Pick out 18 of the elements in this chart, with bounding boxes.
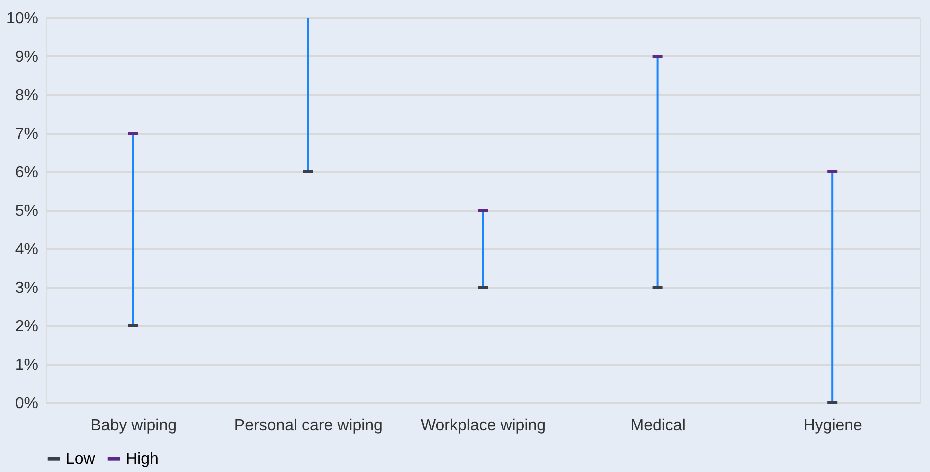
y-tick-label: 8%: [15, 88, 38, 104]
y-tick-label: 10%: [6, 10, 38, 28]
y-tick-label: 4%: [15, 242, 38, 258]
legend-label: High: [126, 451, 159, 468]
y-tick-label: 7%: [15, 126, 38, 143]
y-tick-label: 6%: [15, 164, 38, 182]
y-tick-label: 5%: [15, 203, 38, 220]
x-tick-label: Workplace wiping: [420, 418, 546, 434]
y-tick-label: 9%: [15, 49, 38, 66]
y-tick-label: 2%: [15, 318, 38, 336]
y-tick-label: 0%: [15, 396, 38, 412]
y-tick-label: 1%: [15, 357, 38, 374]
x-tick-label: Personal care wiping: [234, 418, 383, 434]
legend-label: Low: [66, 451, 96, 468]
x-tick-label: Medical: [630, 418, 686, 434]
x-tick-label: Hygiene: [804, 418, 863, 434]
x-tick-label: Baby wiping: [90, 418, 178, 434]
y-tick-label: 3%: [15, 280, 38, 297]
